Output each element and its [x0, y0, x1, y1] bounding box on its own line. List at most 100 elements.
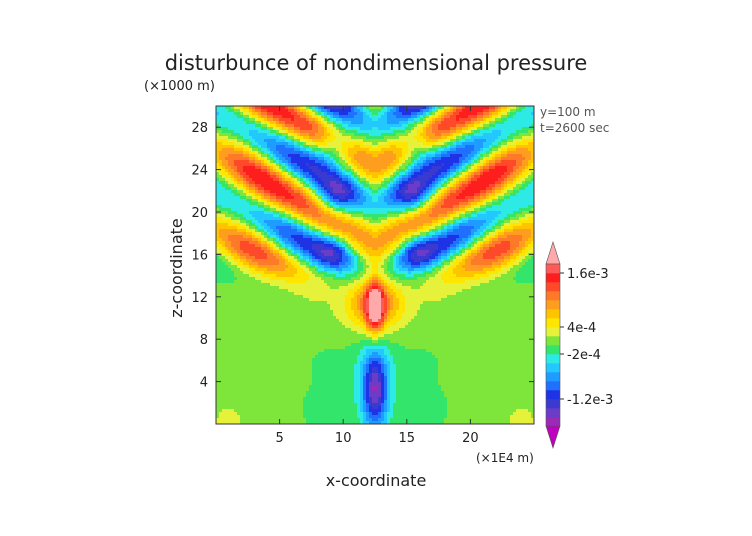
contour-cell — [444, 199, 448, 203]
contour-cell — [471, 145, 475, 149]
contour-cell — [249, 223, 253, 227]
contour-cell — [246, 214, 250, 218]
contour-cell — [480, 181, 484, 185]
contour-cell — [489, 196, 493, 200]
contour-cell — [372, 142, 376, 146]
contour-cell — [447, 109, 451, 113]
contour-cell — [294, 223, 298, 227]
contour-cell — [273, 226, 277, 230]
contour-cell — [432, 190, 436, 194]
contour-cell — [222, 202, 226, 206]
contour-cell — [528, 205, 532, 209]
contour-cell — [453, 115, 457, 119]
contour-cell — [363, 175, 367, 179]
contour-cell — [315, 142, 319, 146]
contour-cell — [408, 160, 412, 164]
contour-cell — [297, 154, 301, 158]
contour-cell — [465, 202, 469, 206]
contour-cell — [363, 205, 367, 209]
contour-cell — [216, 214, 220, 218]
contour-cell — [405, 154, 409, 158]
contour-cell — [345, 241, 349, 245]
contour-cell — [369, 211, 373, 215]
contour-cell — [246, 121, 250, 125]
contour-cell — [390, 178, 394, 182]
contour-cell — [402, 196, 406, 200]
contour-cell — [276, 145, 280, 149]
contour-cell — [390, 172, 394, 176]
contour-cell — [387, 193, 391, 197]
contour-cell — [219, 127, 223, 131]
contour-cell — [291, 190, 295, 194]
contour-cell — [219, 196, 223, 200]
contour-cell — [333, 196, 337, 200]
contour-cell — [318, 136, 322, 140]
contour-cell — [486, 118, 490, 122]
contour-cell — [321, 136, 325, 140]
contour-cell — [483, 181, 487, 185]
contour-cell — [357, 136, 361, 140]
contour-cell — [450, 166, 454, 170]
contour-cell — [282, 136, 286, 140]
contour-cell — [489, 199, 493, 203]
contour-cell — [393, 142, 397, 146]
contour-cell — [519, 127, 523, 131]
contour-cell — [405, 151, 409, 155]
contour-cell — [453, 238, 457, 242]
contour-cell — [405, 160, 409, 164]
contour-cell — [303, 214, 307, 218]
contour-cell — [471, 232, 475, 236]
contour-cell — [438, 208, 442, 212]
contour-cell — [450, 169, 454, 173]
contour-cell — [396, 211, 400, 215]
contour-cell — [366, 196, 370, 200]
contour-cell — [417, 184, 421, 188]
contour-cell — [255, 235, 259, 239]
contour-cell — [501, 121, 505, 125]
contour-cell — [459, 199, 463, 203]
contour-cell — [489, 124, 493, 128]
contour-cell — [273, 241, 277, 245]
contour-cell — [501, 145, 505, 149]
contour-cell — [399, 196, 403, 200]
contour-cell — [255, 223, 259, 227]
contour-cell — [489, 151, 493, 155]
contour-cell — [477, 226, 481, 230]
contour-cell — [492, 229, 496, 233]
contour-cell — [528, 106, 532, 110]
contour-cell — [519, 202, 523, 206]
contour-cell — [408, 211, 412, 215]
contour-cell — [423, 235, 427, 239]
contour-cell — [249, 232, 253, 236]
contour-cell — [375, 127, 379, 131]
contour-cell — [231, 199, 235, 203]
contour-cell — [369, 136, 373, 140]
contour-cell — [261, 169, 265, 173]
contour-cell — [414, 109, 418, 113]
contour-cell — [345, 232, 349, 236]
contour-cell — [297, 166, 301, 170]
contour-cell — [381, 187, 385, 191]
contour-cell — [288, 214, 292, 218]
contour-cell — [363, 109, 367, 113]
contour-cell — [339, 199, 343, 203]
contour-cell — [411, 238, 415, 242]
contour-cell — [414, 214, 418, 218]
contour-cell — [483, 166, 487, 170]
contour-cell — [474, 178, 478, 182]
contour-cell — [387, 106, 391, 110]
contour-cell — [423, 223, 427, 227]
contour-cell — [453, 121, 457, 125]
contour-cell — [423, 229, 427, 233]
contour-cell — [282, 238, 286, 242]
contour-cell — [441, 121, 445, 125]
contour-cell — [234, 181, 238, 185]
contour-cell — [345, 184, 349, 188]
contour-cell — [222, 163, 226, 167]
contour-cell — [243, 112, 247, 116]
contour-cell — [480, 130, 484, 134]
contour-cell — [342, 223, 346, 227]
contour-cell — [291, 214, 295, 218]
contour-cell — [318, 112, 322, 116]
contour-cell — [501, 142, 505, 146]
